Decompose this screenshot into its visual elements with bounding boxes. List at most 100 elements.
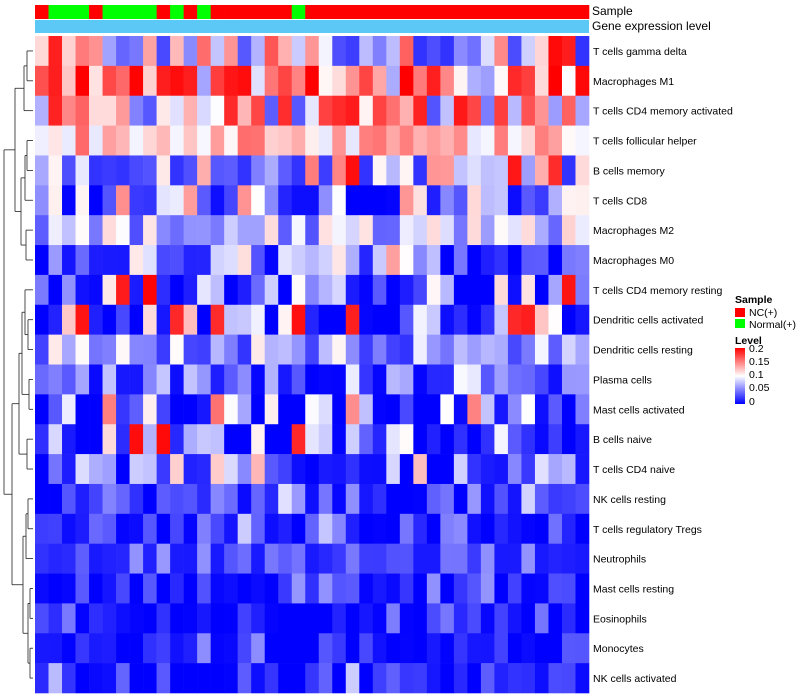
heatmap-cell (291, 454, 306, 485)
sample-annotation-cell (264, 5, 279, 19)
heatmap-cell (332, 274, 347, 306)
heatmap-cell (413, 543, 428, 574)
heatmap-cell (143, 603, 157, 634)
heatmap-cell (62, 215, 76, 246)
heatmap-cell (62, 663, 76, 694)
heatmap-cell (210, 334, 225, 365)
heatmap-cell (399, 454, 414, 485)
heatmap-cell (197, 95, 211, 126)
heatmap-cell (305, 95, 320, 126)
heatmap-cell (507, 663, 522, 694)
heatmap-cell (224, 245, 238, 276)
heatmap-cell (170, 215, 184, 246)
row-label: T cells CD4 memory activated (593, 106, 733, 118)
heatmap-cell (278, 364, 293, 395)
heatmap-cell (156, 215, 171, 246)
heatmap-cell (548, 394, 563, 425)
heatmap-cell (197, 245, 211, 276)
heatmap-cell (129, 573, 144, 604)
heatmap-cell (453, 304, 468, 335)
heatmap-cell (318, 334, 333, 365)
heatmap-cell (305, 65, 320, 97)
heatmap-cell (129, 513, 144, 544)
heatmap-cell (62, 245, 76, 276)
sample-annotation-cell (440, 5, 455, 19)
heatmap-cell (521, 304, 536, 335)
heatmap-cell (35, 304, 49, 335)
heatmap-cell (116, 334, 130, 365)
heatmap-cell (386, 424, 401, 455)
heatmap-cell (548, 454, 563, 485)
heatmap-cell (102, 513, 117, 544)
heatmap-cell (494, 245, 509, 276)
heatmap-cell (480, 274, 495, 306)
heatmap-cell (170, 364, 184, 395)
heatmap-cell (291, 663, 306, 694)
heatmap-cell (561, 364, 576, 395)
sample-annotation-cell (453, 5, 468, 19)
heatmap-cell (89, 185, 103, 216)
heatmap-cell (548, 543, 563, 574)
heatmap-cell (426, 603, 441, 634)
heatmap-cell (561, 603, 576, 634)
heatmap-cell (494, 334, 509, 365)
row-label: T cells regulatory Tregs (593, 524, 702, 536)
heatmap-cell (413, 364, 428, 395)
heatmap-cell (561, 394, 576, 425)
heatmap-cell (575, 65, 590, 97)
heatmap-cell (332, 543, 347, 574)
heatmap-cell (480, 36, 495, 67)
heatmap-cell (318, 454, 333, 485)
heatmap-cell (467, 543, 482, 574)
heatmap-cell (89, 663, 103, 694)
heatmap-cell (210, 633, 225, 664)
heatmap-cell (291, 36, 306, 67)
heatmap-cell (372, 274, 387, 306)
heatmap-cell (359, 663, 374, 694)
heatmap-cell (372, 245, 387, 276)
heatmap-cell (224, 603, 238, 634)
heatmap-cell (264, 185, 279, 216)
heatmap-cell (575, 304, 590, 335)
heatmap-cell (35, 36, 49, 67)
heatmap-cell (440, 185, 455, 216)
heatmap-cell (224, 573, 238, 604)
heatmap-cell (102, 573, 117, 604)
heatmap-cell (372, 543, 387, 574)
heatmap-cell (224, 364, 238, 395)
heatmap-cell (156, 394, 171, 425)
heatmap-cell (48, 573, 63, 604)
heatmap-cell (170, 424, 184, 455)
heatmap-cell (75, 364, 90, 395)
heatmap-cell (548, 364, 563, 395)
heatmap-cell (345, 125, 360, 156)
heatmap-cell (197, 155, 211, 186)
heatmap-cell (359, 304, 374, 335)
heatmap-cell (305, 394, 320, 425)
heatmap-cell (561, 95, 576, 126)
heatmap-cell (426, 245, 441, 276)
heatmap-cell (521, 36, 536, 67)
heatmap-cell (35, 424, 49, 455)
heatmap-cell (359, 424, 374, 455)
heatmap-cell (143, 155, 157, 186)
heatmap-cell (116, 513, 130, 544)
heatmap-cell (494, 454, 509, 485)
heatmap-cell (413, 663, 428, 694)
heatmap-cell (210, 394, 225, 425)
heatmap-cell (494, 663, 509, 694)
heatmap-cell (453, 513, 468, 544)
sample-annotation-cell (507, 5, 522, 19)
heatmap-cell (386, 65, 401, 97)
heatmap-cell (62, 364, 76, 395)
heatmap-cell (345, 304, 360, 335)
heatmap-cell (575, 334, 590, 365)
heatmap-cell (521, 215, 536, 246)
heatmap-cell (480, 65, 495, 97)
heatmap-cell (48, 603, 63, 634)
row-label: Eosinophils (593, 613, 647, 625)
heatmap-cell (237, 36, 252, 67)
heatmap-cell (359, 274, 374, 306)
sample-annotation-cell (399, 5, 414, 19)
row-label: Dendritic cells resting (593, 345, 693, 357)
